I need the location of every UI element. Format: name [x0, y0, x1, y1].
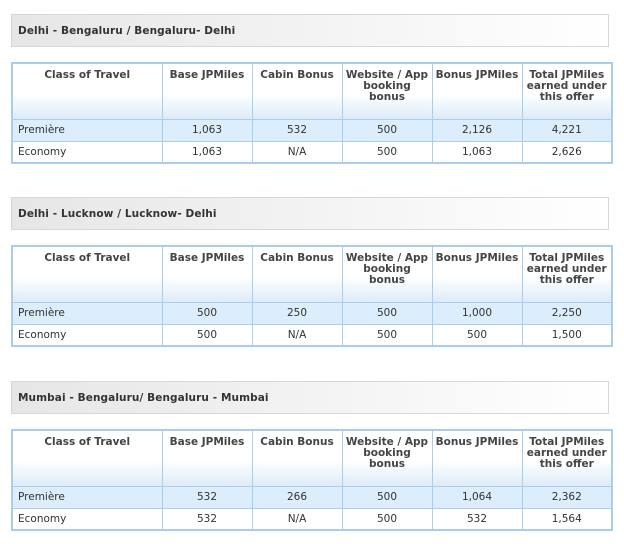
cabin-bonus-cell: N/A	[251, 323, 343, 347]
table-row: Première 500 250 500 1,000 2,250	[11, 301, 613, 325]
column-header: Website / App booking bonus	[341, 429, 433, 487]
table-row: Economy 500 N/A 500 500 1,500	[11, 323, 613, 347]
column-header: Website / App booking bonus	[341, 245, 433, 303]
column-header: Class of Travel	[11, 429, 163, 487]
column-header: Base JPMiles	[161, 429, 253, 487]
column-header: Base JPMiles	[161, 62, 253, 120]
route-section: Delhi - Lucknow / Lucknow- Delhi Class o…	[11, 197, 613, 352]
bonus-jpmiles-cell: 532	[431, 507, 523, 531]
column-header: Cabin Bonus	[251, 429, 343, 487]
total-jpmiles-cell: 1,500	[521, 323, 613, 347]
cabin-bonus-cell: 532	[251, 118, 343, 142]
column-header: Base JPMiles	[161, 245, 253, 303]
column-header: Cabin Bonus	[251, 62, 343, 120]
base-jpmiles-cell: 1,063	[161, 140, 253, 164]
total-jpmiles-cell: 2,250	[521, 301, 613, 325]
total-jpmiles-cell: 2,362	[521, 485, 613, 509]
class-cell: Première	[11, 118, 163, 142]
column-header: Total JPMiles earned under this offer	[521, 429, 613, 487]
total-jpmiles-cell: 1,564	[521, 507, 613, 531]
cabin-bonus-cell: 266	[251, 485, 343, 509]
route-header: Delhi - Bengaluru / Bengaluru- Delhi	[11, 14, 609, 47]
base-jpmiles-cell: 532	[161, 485, 253, 509]
route-header: Mumbai - Bengaluru/ Bengaluru - Mumbai	[11, 381, 609, 414]
cabin-bonus-cell: N/A	[251, 507, 343, 531]
base-jpmiles-cell: 1,063	[161, 118, 253, 142]
table-header-row: Class of Travel Base JPMiles Cabin Bonus…	[11, 429, 613, 487]
table-row: Première 1,063 532 500 2,126 4,221	[11, 118, 613, 142]
class-cell: Première	[11, 301, 163, 325]
cabin-bonus-cell: N/A	[251, 140, 343, 164]
total-jpmiles-cell: 4,221	[521, 118, 613, 142]
booking-bonus-cell: 500	[341, 140, 433, 164]
bonus-jpmiles-cell: 1,064	[431, 485, 523, 509]
jpmiles-table: Class of Travel Base JPMiles Cabin Bonus…	[11, 245, 613, 347]
column-header: Bonus JPMiles	[431, 245, 523, 303]
column-header: Class of Travel	[11, 62, 163, 120]
route-section: Mumbai - Bengaluru/ Bengaluru - Mumbai C…	[11, 381, 613, 536]
booking-bonus-cell: 500	[341, 301, 433, 325]
booking-bonus-cell: 500	[341, 118, 433, 142]
table-header-row: Class of Travel Base JPMiles Cabin Bonus…	[11, 62, 613, 120]
base-jpmiles-cell: 500	[161, 301, 253, 325]
route-section: Delhi - Bengaluru / Bengaluru- Delhi Cla…	[11, 14, 613, 169]
total-jpmiles-cell: 2,626	[521, 140, 613, 164]
route-title: Delhi - Bengaluru / Bengaluru- Delhi	[18, 25, 236, 37]
class-cell: Economy	[11, 323, 163, 347]
cabin-bonus-cell: 250	[251, 301, 343, 325]
booking-bonus-cell: 500	[341, 507, 433, 531]
class-cell: Economy	[11, 140, 163, 164]
class-cell: Economy	[11, 507, 163, 531]
column-header: Website / App booking bonus	[341, 62, 433, 120]
table-row: Economy 1,063 N/A 500 1,063 2,626	[11, 140, 613, 164]
booking-bonus-cell: 500	[341, 323, 433, 347]
jpmiles-table: Class of Travel Base JPMiles Cabin Bonus…	[11, 429, 613, 531]
base-jpmiles-cell: 532	[161, 507, 253, 531]
route-title: Delhi - Lucknow / Lucknow- Delhi	[18, 208, 217, 220]
column-header: Bonus JPMiles	[431, 62, 523, 120]
bonus-jpmiles-cell: 500	[431, 323, 523, 347]
jpmiles-table: Class of Travel Base JPMiles Cabin Bonus…	[11, 62, 613, 164]
table-header-row: Class of Travel Base JPMiles Cabin Bonus…	[11, 245, 613, 303]
bonus-jpmiles-cell: 1,000	[431, 301, 523, 325]
class-cell: Première	[11, 485, 163, 509]
route-title: Mumbai - Bengaluru/ Bengaluru - Mumbai	[18, 392, 269, 404]
bonus-jpmiles-cell: 2,126	[431, 118, 523, 142]
base-jpmiles-cell: 500	[161, 323, 253, 347]
table-row: Première 532 266 500 1,064 2,362	[11, 485, 613, 509]
column-header: Bonus JPMiles	[431, 429, 523, 487]
bonus-jpmiles-cell: 1,063	[431, 140, 523, 164]
column-header: Total JPMiles earned under this offer	[521, 62, 613, 120]
column-header: Total JPMiles earned under this offer	[521, 245, 613, 303]
booking-bonus-cell: 500	[341, 485, 433, 509]
route-header: Delhi - Lucknow / Lucknow- Delhi	[11, 197, 609, 230]
column-header: Class of Travel	[11, 245, 163, 303]
column-header: Cabin Bonus	[251, 245, 343, 303]
table-row: Economy 532 N/A 500 532 1,564	[11, 507, 613, 531]
